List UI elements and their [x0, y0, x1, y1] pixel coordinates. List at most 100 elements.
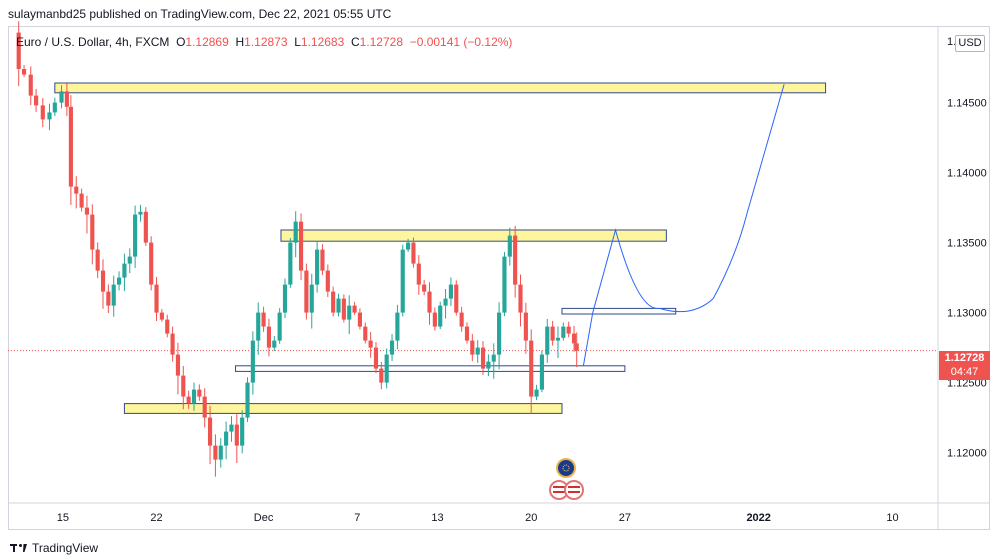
- candle-body: [427, 291, 432, 313]
- candle-body: [395, 312, 400, 341]
- candle-body: [368, 340, 373, 348]
- legend-low: 1.12683: [300, 35, 345, 49]
- candle-body: [197, 389, 202, 397]
- legend-l-label: L: [294, 35, 301, 49]
- us-flag-stripe-icon: [553, 491, 565, 493]
- candle-body: [341, 298, 346, 320]
- candle-body: [486, 361, 491, 369]
- candle-body: [513, 235, 518, 285]
- candle-body: [100, 270, 106, 292]
- candle-body: [250, 340, 255, 383]
- time-tick-label: 13: [431, 512, 443, 524]
- legend-c-label: C: [350, 35, 360, 49]
- candle-body: [59, 91, 64, 103]
- us-flag-stripe-icon: [568, 486, 580, 488]
- candle-body: [95, 249, 100, 271]
- tradingview-label: TradingView: [32, 541, 99, 555]
- legend-h-label: H: [235, 35, 245, 49]
- candle-body: [298, 221, 304, 271]
- candle-body: [181, 375, 186, 397]
- candle-body: [357, 312, 363, 327]
- candle-body: [523, 312, 528, 341]
- zone-rectangle: [54, 82, 827, 94]
- time-tick-label: 20: [525, 512, 537, 524]
- candle-body: [261, 312, 266, 327]
- candle-body: [28, 74, 33, 96]
- candle-body: [406, 242, 411, 250]
- candle-body: [475, 347, 480, 355]
- candle-body: [443, 298, 448, 306]
- candle-body: [272, 340, 277, 348]
- candle-body: [571, 333, 577, 344]
- currency-button[interactable]: USD: [955, 35, 985, 52]
- candle-body: [40, 105, 45, 120]
- candle-body: [213, 445, 218, 460]
- candle-body: [363, 326, 368, 341]
- candle-body: [68, 106, 73, 187]
- zone-rectangle: [561, 307, 677, 315]
- candle-body: [143, 211, 148, 243]
- candle-body: [518, 284, 523, 313]
- candle-body: [320, 249, 325, 271]
- candle-body: [64, 91, 69, 107]
- candle-body: [411, 242, 416, 264]
- candle-body: [84, 207, 90, 215]
- time-tick-label: 22: [150, 512, 162, 524]
- event-icons: [549, 458, 584, 500]
- chart-frame: [8, 26, 990, 530]
- time-axis: 15 22 Dec 7 13 20 27 2022 10: [57, 512, 899, 524]
- bar-countdown: 04:47: [950, 366, 979, 378]
- tradingview-brand[interactable]: TradingView: [10, 541, 98, 555]
- candle-body: [497, 312, 502, 355]
- us-flag-stripe-icon: [553, 486, 565, 488]
- eu-stars-icon: [562, 464, 570, 472]
- candle-body: [218, 445, 223, 460]
- time-tick-label: 10: [886, 512, 898, 524]
- legend-close: 1.12728: [359, 35, 404, 49]
- candle-body: [74, 186, 79, 194]
- candle-body: [416, 263, 421, 285]
- candle-body: [550, 326, 555, 341]
- eu-flag-icon: [556, 458, 576, 478]
- time-tick-label: 2022: [746, 512, 770, 524]
- candle-body: [266, 326, 272, 348]
- candle-body: [234, 424, 239, 446]
- candle-body: [555, 337, 561, 341]
- last-price-value: 1.12728: [944, 352, 985, 364]
- candle-body: [240, 417, 245, 446]
- candle-body: [21, 69, 27, 75]
- candle-body: [454, 284, 459, 313]
- candle-body: [448, 284, 453, 299]
- legend-change: −0.00141 (−0.12%): [409, 35, 513, 49]
- price-tick-label: 1.12000: [947, 448, 987, 460]
- candle-body: [175, 354, 181, 376]
- candle-body: [315, 249, 320, 285]
- candle-body: [529, 340, 534, 397]
- candle-body: [491, 354, 496, 362]
- candle-body: [229, 424, 234, 432]
- candle-body: [256, 312, 261, 341]
- time-tick-label: Dec: [254, 512, 274, 524]
- candle-body: [534, 389, 539, 397]
- candle-body: [186, 396, 191, 404]
- candle-body: [79, 193, 84, 208]
- candle-body: [207, 417, 213, 446]
- tradingview-logo-icon: [10, 543, 28, 553]
- candle-body: [325, 270, 330, 292]
- candle-body: [111, 284, 116, 306]
- projection-path: [582, 84, 785, 366]
- last-price-badge: 1.12728 04:47: [939, 351, 990, 380]
- candle-body: [165, 319, 170, 334]
- candle-body: [288, 242, 293, 285]
- time-tick-label: 15: [57, 512, 69, 524]
- candle-body: [336, 298, 341, 313]
- candle-body: [159, 312, 164, 320]
- candle-body: [304, 270, 309, 313]
- candle-body: [154, 284, 159, 313]
- price-tick-label: 1.14500: [947, 98, 987, 110]
- publish-info: sulaymanbd25 published on TradingView.co…: [8, 7, 392, 21]
- candle-body: [52, 102, 57, 113]
- us-flag-stripe-icon: [568, 491, 580, 493]
- price-tick-label: 1.13000: [947, 308, 987, 320]
